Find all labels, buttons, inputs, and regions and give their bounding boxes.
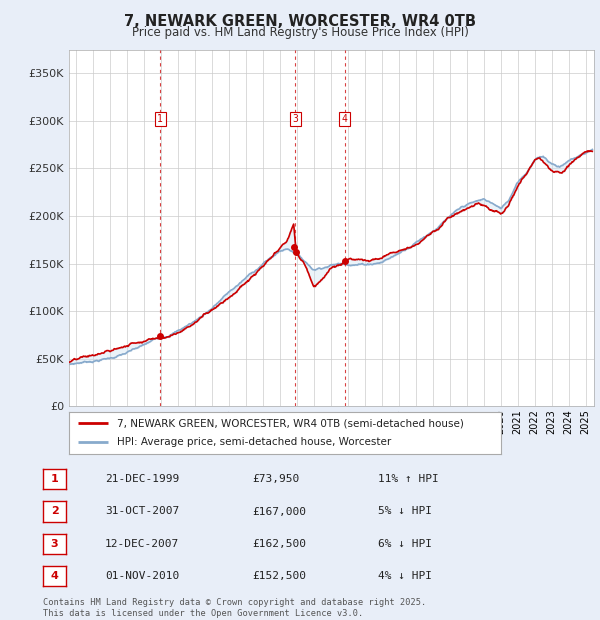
Text: 1: 1 [157,114,163,124]
Text: £167,000: £167,000 [252,507,306,516]
Text: 6% ↓ HPI: 6% ↓ HPI [378,539,432,549]
Text: 7, NEWARK GREEN, WORCESTER, WR4 0TB (semi-detached house): 7, NEWARK GREEN, WORCESTER, WR4 0TB (sem… [116,418,463,428]
Text: 7, NEWARK GREEN, WORCESTER, WR4 0TB: 7, NEWARK GREEN, WORCESTER, WR4 0TB [124,14,476,29]
Text: HPI: Average price, semi-detached house, Worcester: HPI: Average price, semi-detached house,… [116,438,391,448]
Text: 5% ↓ HPI: 5% ↓ HPI [378,507,432,516]
Text: 4: 4 [50,571,59,581]
Text: 4% ↓ HPI: 4% ↓ HPI [378,571,432,581]
Text: 4: 4 [342,114,347,124]
Text: 01-NOV-2010: 01-NOV-2010 [105,571,179,581]
Text: 2: 2 [51,507,58,516]
Text: 3: 3 [51,539,58,549]
Text: Price paid vs. HM Land Registry's House Price Index (HPI): Price paid vs. HM Land Registry's House … [131,26,469,39]
Text: Contains HM Land Registry data © Crown copyright and database right 2025.
This d: Contains HM Land Registry data © Crown c… [43,598,427,618]
Text: 31-OCT-2007: 31-OCT-2007 [105,507,179,516]
Text: 11% ↑ HPI: 11% ↑ HPI [378,474,439,484]
Text: 21-DEC-1999: 21-DEC-1999 [105,474,179,484]
Text: 1: 1 [51,474,58,484]
Text: 3: 3 [292,114,298,124]
Text: 12-DEC-2007: 12-DEC-2007 [105,539,179,549]
Text: £152,500: £152,500 [252,571,306,581]
Text: £73,950: £73,950 [252,474,299,484]
Text: £162,500: £162,500 [252,539,306,549]
